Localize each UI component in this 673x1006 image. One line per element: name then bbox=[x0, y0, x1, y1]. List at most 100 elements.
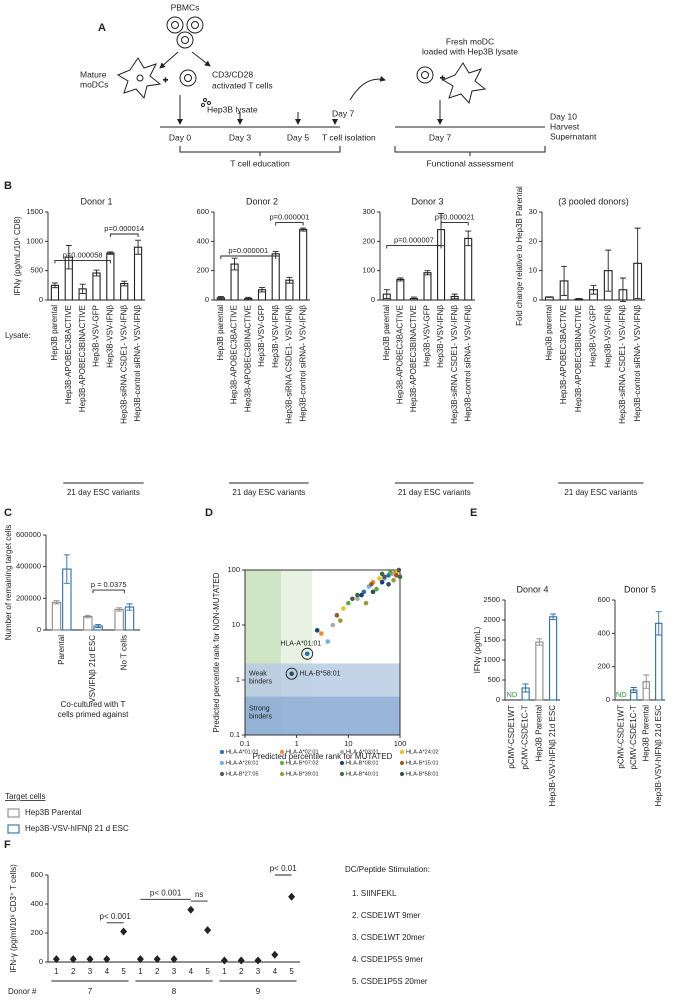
group-label: 21 day ESC variants bbox=[67, 488, 140, 497]
y-tick-label: 600 bbox=[597, 595, 610, 604]
legend-label: HLA-A*02:01 bbox=[286, 749, 319, 755]
label: activated T cells bbox=[212, 80, 273, 90]
point bbox=[369, 581, 374, 587]
error-bar bbox=[231, 257, 238, 271]
label: Day 7 bbox=[429, 132, 451, 142]
x-tick-label: pCMV-CSDE1WT bbox=[616, 705, 625, 769]
x-tick-label: Hep3B-APOBEC3BACTIVE bbox=[230, 305, 239, 404]
annotation: HLA-A*01:01 bbox=[280, 641, 321, 648]
y-tick-label: 0 bbox=[533, 295, 537, 304]
group-label: 8 bbox=[172, 987, 177, 996]
error-bar bbox=[561, 265, 568, 297]
legend-marker bbox=[400, 761, 404, 765]
legend-marker bbox=[280, 761, 284, 765]
point bbox=[346, 600, 351, 606]
error-bar bbox=[605, 249, 612, 292]
y-tick-label: 2000 bbox=[483, 615, 500, 624]
group-label: 21 day ESC variants bbox=[398, 488, 471, 497]
y-tick-label: 0 bbox=[205, 295, 209, 304]
annotation: p< 0.001 bbox=[100, 912, 132, 921]
legend-marker bbox=[280, 772, 284, 776]
x-tick-label: Hep3B-APOBEC3BACTIVE bbox=[559, 305, 568, 404]
error-bar bbox=[397, 277, 404, 282]
bracket bbox=[92, 589, 125, 594]
error-bar bbox=[126, 603, 133, 611]
legend-swatch bbox=[7, 808, 20, 818]
legend-marker bbox=[280, 750, 284, 754]
point bbox=[359, 592, 364, 598]
y-tick-label: 600 bbox=[30, 870, 43, 879]
error-bar bbox=[590, 284, 597, 295]
legend-label: HLA-B*39:01 bbox=[286, 771, 319, 777]
point bbox=[289, 671, 294, 677]
bar bbox=[51, 601, 62, 631]
x-axis-label: cells primed against bbox=[58, 710, 129, 719]
annotation: p=0.000021 bbox=[435, 213, 475, 222]
point bbox=[361, 589, 367, 595]
x-tick-label: 100 bbox=[394, 739, 407, 748]
panel-label: E bbox=[470, 507, 477, 519]
x-tick-label: 10 bbox=[344, 739, 352, 748]
x-tick-label: pCMV-CSDE1WT bbox=[507, 705, 516, 769]
annotation: p=0.000001 bbox=[270, 213, 310, 222]
legend-label: HLA-B*27:05 bbox=[226, 771, 259, 777]
x-tick-label: pCMV-CSDE1C-T bbox=[521, 705, 530, 770]
stimulation-title: DC/Peptide Stimulation: bbox=[345, 865, 430, 874]
error-bar bbox=[135, 239, 142, 255]
x-tick-label: Hep3B-VSV-IFNβ bbox=[603, 305, 612, 368]
y-tick-label: 500 bbox=[30, 266, 43, 275]
y-tick-label: 0 bbox=[606, 695, 610, 704]
y-tick-label: 200 bbox=[597, 662, 610, 671]
error-bar bbox=[65, 244, 72, 270]
x-tick-label: 3 bbox=[256, 967, 261, 976]
point bbox=[391, 577, 396, 583]
x-tick-label: Hep3B-siRNA CSDE1- VSV-IFNβ bbox=[618, 305, 627, 424]
panel-label: B bbox=[4, 180, 12, 192]
chart-title: Donor 5 bbox=[624, 584, 656, 594]
group-label: 21 day ESC variants bbox=[232, 488, 305, 497]
point bbox=[370, 589, 376, 595]
x-tick-label: Hep3B-VSV-GFP bbox=[92, 305, 101, 367]
label: T cell isolation bbox=[322, 132, 376, 142]
bracket bbox=[109, 233, 139, 237]
x-tick-label: Hep3B Parental bbox=[641, 705, 650, 762]
error-bar bbox=[93, 269, 100, 277]
y-axis-label: Fold change relative to Hep3B Parental bbox=[515, 186, 524, 326]
y-tick-label: 600000 bbox=[16, 530, 41, 539]
point bbox=[319, 631, 324, 636]
error-bar bbox=[95, 624, 102, 629]
x-tick-label: 5 bbox=[289, 967, 294, 976]
y-tick-label: 0 bbox=[371, 295, 375, 304]
label: Hep3B lysate bbox=[207, 104, 258, 114]
x-tick-label: Hep3B-APOBEC3BINACTIVE bbox=[243, 305, 252, 412]
x-tick-label: Hep3B parental bbox=[50, 305, 59, 361]
x-tick-label: Hep3B Parental bbox=[534, 705, 543, 762]
point bbox=[396, 567, 402, 573]
highlight-ring bbox=[301, 647, 314, 660]
legend-label: HLA-A*03:01 bbox=[346, 749, 379, 755]
point bbox=[254, 956, 262, 965]
point bbox=[220, 956, 228, 965]
x-tick-label: 1 bbox=[222, 967, 227, 976]
x-tick-label: No T cells bbox=[119, 635, 128, 670]
legend-label: HLA-A*24:02 bbox=[406, 749, 439, 755]
error-bar bbox=[424, 270, 431, 276]
value-label: ND bbox=[506, 690, 517, 699]
error-bar bbox=[575, 298, 582, 301]
legend-marker bbox=[340, 772, 344, 776]
x-tick-label: VSVIFNβ 21d ESC bbox=[88, 635, 97, 703]
x-tick-label: Hep3B-VSV-IFNβ bbox=[436, 305, 445, 368]
value-label: ND bbox=[616, 690, 627, 699]
label: Day 0 bbox=[169, 132, 191, 142]
y-tick-label: 400 bbox=[30, 899, 43, 908]
error-bar bbox=[550, 613, 557, 621]
error-bar bbox=[410, 296, 417, 301]
point bbox=[136, 955, 144, 964]
y-tick-label: 100 bbox=[227, 565, 240, 574]
annotation: p = 0.0375 bbox=[91, 580, 127, 589]
x-tick-label: Hep3B-VSV-hIFNβ 21d ESC bbox=[654, 705, 663, 807]
bracket bbox=[440, 222, 469, 226]
x-tick-label: Hep3B-APOBEC3BINACTIVE bbox=[574, 305, 583, 412]
y-tick-label: 10 bbox=[529, 266, 537, 275]
